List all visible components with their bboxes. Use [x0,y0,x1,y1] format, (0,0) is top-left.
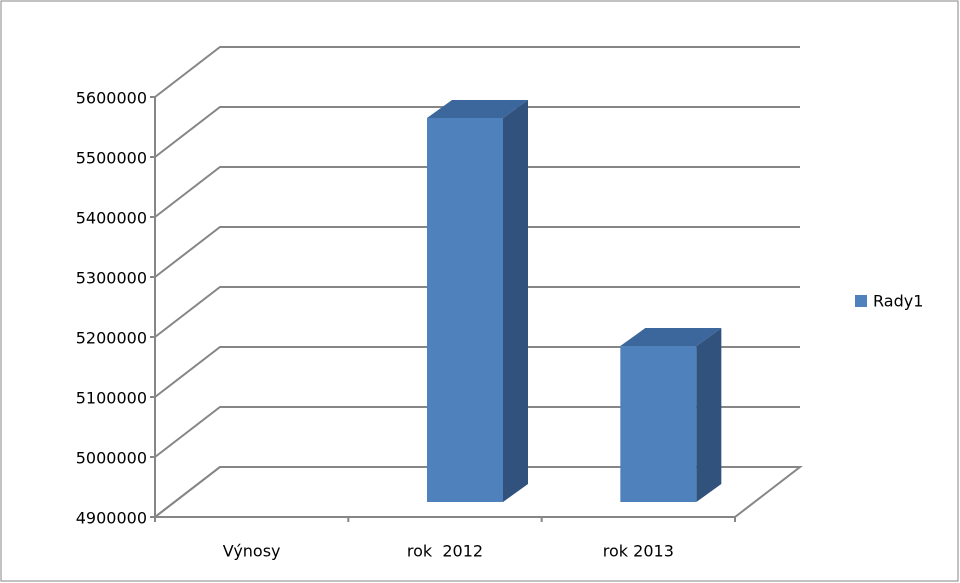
bar [427,100,528,502]
bar-front [620,346,697,502]
grid-line [154,226,800,278]
grid-line [154,46,800,98]
y-tick-label: 5000000 [76,449,147,468]
y-tick-label: 5500000 [76,149,147,168]
bar-front [427,118,503,502]
bar [620,328,722,502]
grid-line [154,406,800,458]
x-tick-label: rok 2012 [407,542,483,561]
x-tick-label: rok 2013 [603,542,674,561]
bar-top [427,100,528,118]
grid-line [154,166,800,218]
bar-side [696,328,722,502]
grid-line [154,466,800,518]
x-tick-label: Výnosy [223,542,281,561]
y-tick-label: 5100000 [76,389,147,408]
bar-top [620,328,722,346]
y-tick-label: 4900000 [76,509,147,528]
legend-swatch [855,295,867,307]
bar-side [503,100,528,502]
grid-line [154,286,800,338]
y-tick-label: 5300000 [76,269,147,288]
y-tick-label: 5400000 [76,209,147,228]
grid-line [154,106,800,158]
y-tick-label: 5600000 [76,89,147,108]
legend-label: Rady1 [873,292,923,311]
y-tick-label: 5200000 [76,329,147,348]
grid-line [154,346,800,398]
